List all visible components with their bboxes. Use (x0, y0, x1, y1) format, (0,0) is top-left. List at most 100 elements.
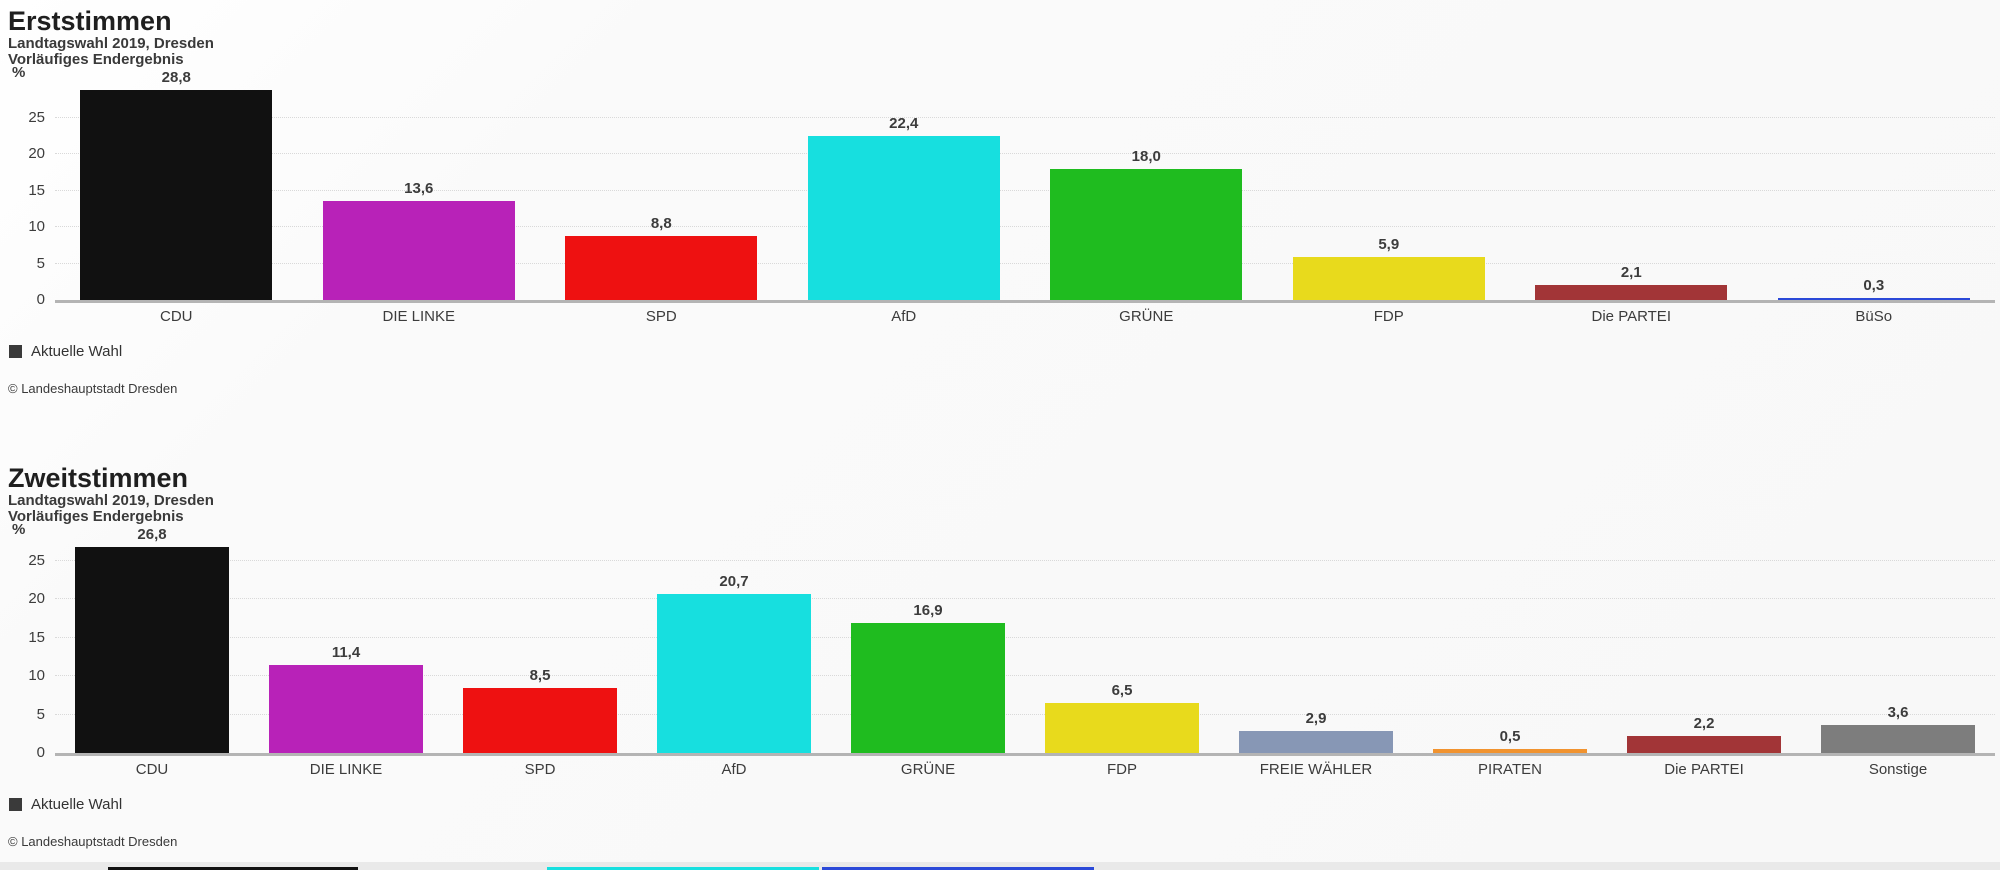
bar-column: 6,5 (1025, 541, 1219, 753)
chart-subtitle: Landtagswahl 2019, Dresden (8, 492, 214, 509)
copyright-note: © Landeshauptstadt Dresden (8, 834, 178, 849)
bar-column: 13,6 (298, 84, 541, 300)
x-axis-label: GRÜNE (1119, 308, 1174, 325)
gridline (55, 262, 1995, 264)
x-axis-label: Die PARTEI (1591, 308, 1671, 325)
bar-die-partei[interactable] (1627, 736, 1781, 753)
bar-freie-wähler[interactable] (1239, 730, 1393, 753)
y-axis-tick: 15 (28, 628, 45, 646)
bar-value-label: 16,9 (913, 602, 943, 620)
bar-value-label: 13,6 (404, 179, 434, 197)
gridline (55, 636, 1995, 638)
bar-value-label: 26,8 (137, 526, 167, 544)
x-axis-label: DIE LINKE (382, 308, 456, 325)
bar-value-label: 18,0 (1131, 147, 1161, 165)
chart-subtitle: Landtagswahl 2019, Dresden (8, 35, 214, 52)
x-axis-label: FDP (1107, 761, 1137, 778)
y-axis-tick: 0 (36, 744, 45, 761)
bar-afd[interactable] (807, 136, 1000, 300)
copyright-note: © Landeshauptstadt Dresden (8, 381, 178, 396)
x-axis-label: CDU (160, 308, 193, 325)
bar-grüne[interactable] (851, 623, 1005, 753)
chart-subtitle-2: Vorläufiges Endergebnis (8, 51, 184, 68)
bar-die-partei[interactable] (1535, 284, 1728, 300)
gridline (55, 675, 1995, 677)
bar-value-label: 11,4 (331, 644, 361, 662)
bar-fdp[interactable] (1045, 703, 1199, 753)
bar-büso[interactable] (1777, 297, 1970, 300)
x-axis-label: DIE LINKE (309, 761, 383, 778)
bar-column: 5,9 (1268, 84, 1511, 300)
y-axis-tick: 20 (28, 590, 45, 608)
bar-column: 20,7 (637, 541, 831, 753)
gridline (55, 713, 1995, 715)
plot-area: % 28,8 13,6 8,8 22,4 18,0 5,9 2,1 0,3 0 5 10 15 20 2… (12, 64, 1995, 308)
gridline (55, 189, 1995, 191)
gridline (55, 598, 1995, 600)
bar-sonstige[interactable] (1821, 725, 1975, 753)
y-axis-unit-label: % (12, 64, 26, 81)
bar-column: 11,4 (249, 541, 443, 753)
y-axis-tick: 10 (28, 667, 45, 685)
gridline (55, 116, 1995, 118)
clipped-bar-blue (822, 867, 1094, 870)
x-axis-labels: CDU DIE LINKE SPD AfD GRÜNE FDP Die PARTEI BüSo (55, 303, 1995, 325)
bar-cdu[interactable] (80, 89, 273, 300)
bar-value-label: 5,9 (1378, 235, 1400, 253)
bar-column: 22,4 (783, 84, 1026, 300)
y-axis-tick: 10 (28, 218, 45, 235)
bar-column: 26,8 (55, 526, 249, 753)
x-axis-label: FREIE WÄHLER (1259, 761, 1373, 778)
bar-afd[interactable] (657, 594, 811, 753)
bar-value-label: 0,5 (1499, 728, 1521, 746)
bar-fdp[interactable] (1292, 256, 1485, 300)
clipped-bar-black (108, 867, 358, 870)
next-chart-clipped-strip (0, 862, 2000, 870)
legend-swatch-icon (9, 798, 22, 811)
x-axis-label: Die PARTEI (1664, 761, 1744, 778)
bar-value-label: 22,4 (889, 115, 919, 133)
bar-spd[interactable] (463, 687, 617, 753)
gridline (55, 153, 1995, 154)
y-axis-tick: 5 (36, 705, 45, 723)
bars-row: 28,8 13,6 8,8 22,4 18,0 5,9 2,1 0,3 (55, 69, 1995, 300)
bar-column: 28,8 (55, 69, 298, 300)
x-axis-labels: CDU DIE LINKE SPD AfD GRÜNE FDP FREIE WÄHLER PI… (55, 756, 1995, 778)
bar-column: 0,5 (1413, 541, 1607, 753)
bar-die-linke[interactable] (269, 665, 423, 753)
bar-column: 3,6 (1801, 541, 1995, 753)
y-axis-tick: 0 (36, 291, 45, 308)
legend-label: Aktuelle Wahl (31, 343, 123, 360)
bar-grüne[interactable] (1050, 168, 1243, 300)
bar-die-linke[interactable] (322, 200, 515, 300)
zweitstimmen-chart: Zweitstimmen Landtagswahl 2019, Dresden … (0, 463, 2000, 849)
y-axis-unit-label: % (12, 521, 26, 538)
x-axis-label: BüSo (1855, 308, 1893, 325)
x-axis-label: GRÜNE (900, 761, 956, 778)
y-axis-tick: 5 (36, 254, 45, 272)
x-axis-label: AfD (891, 308, 917, 325)
x-axis-label: SPD (645, 308, 677, 325)
bars-row: 26,8 11,4 8,5 20,7 16,9 6,5 2,9 0,5 2,2 3,6 (55, 526, 1995, 753)
bar-spd[interactable] (565, 235, 758, 300)
bar-piraten[interactable] (1433, 749, 1587, 753)
bar-value-label: 2,2 (1693, 715, 1715, 733)
gridline (55, 226, 1995, 227)
bar-value-label: 6,5 (1111, 682, 1133, 700)
x-axis-label: FDP (1373, 308, 1404, 325)
bar-value-label: 3,6 (1887, 704, 1909, 722)
bar-value-label: 0,3 (1863, 276, 1885, 294)
x-axis-label: PIRATEN (1478, 761, 1542, 778)
bar-value-label: 28,8 (161, 68, 191, 86)
bar-cdu[interactable] (75, 547, 229, 753)
bar-value-label: 2,9 (1305, 709, 1327, 727)
legend-label: Aktuelle Wahl (31, 796, 123, 813)
bar-column: 2,1 (1510, 84, 1753, 300)
chart-title: Zweitstimmen (8, 463, 189, 493)
x-axis-label: AfD (721, 761, 747, 778)
legend-item[interactable]: Aktuelle Wahl (9, 796, 2000, 813)
legend-item[interactable]: Aktuelle Wahl (9, 343, 2000, 360)
y-axis-tick: 15 (28, 181, 45, 199)
x-axis-label: CDU (135, 761, 169, 778)
bar-column: 8,8 (540, 84, 783, 300)
